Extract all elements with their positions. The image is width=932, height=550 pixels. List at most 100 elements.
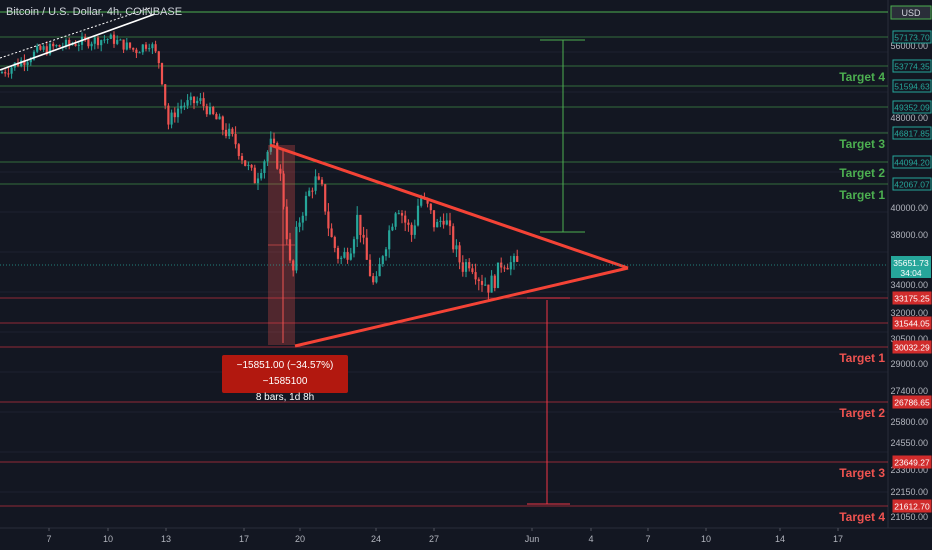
candle-body [471,268,474,273]
x-tick-label: 7 [46,534,51,544]
level-badge-text: 30032.29 [894,343,930,353]
candle-body [288,239,292,261]
candle-body [116,39,119,44]
candle-body [186,100,189,106]
candle-body [90,43,93,47]
candle-body [304,195,308,216]
candle-body [32,51,36,60]
candle-body [157,51,160,64]
target-label: Target 4 [839,510,885,524]
measurement-change: −15851.00 (−34.57%) −1585100 [236,360,334,387]
candle-body [144,44,148,49]
candle-body [132,47,135,50]
candle-body [404,215,407,223]
candles [0,31,519,301]
candle-body [276,143,279,169]
candle-body [256,178,260,184]
candle-body [141,44,144,53]
candle-body [20,60,23,67]
candle-body [42,46,45,50]
candle-body [333,237,336,248]
current-price-countdown: 34:04 [900,268,922,278]
candle-body [10,67,13,74]
candle-body [260,173,263,179]
candle-body [512,256,516,263]
candle-body [461,262,464,272]
candle-body [148,48,151,50]
level-badge-text: 49352.09 [894,103,930,113]
candle-body [253,167,256,184]
x-tick-label: 10 [701,534,711,544]
candle-body [506,267,509,270]
current-price-badge [891,256,931,278]
candle-body [192,96,196,104]
candle-body [407,222,410,225]
y-tick-label: 48000.00 [890,113,928,123]
measurement-label: −15851.00 (−34.57%) −1585100 8 bars, 1d … [222,355,348,403]
level-badge [892,30,932,44]
candle-body [7,73,10,75]
candle-body [394,213,397,227]
x-tick-label: 17 [833,534,843,544]
candle-body [439,220,442,222]
x-tick-label: 24 [371,534,381,544]
level-badge [892,291,932,305]
y-tick-label: 22150.00 [890,487,928,497]
candle-body [170,112,173,125]
candle-body [474,272,477,280]
candle-body [135,49,138,54]
candle-body [0,72,4,74]
candle-body [16,62,20,67]
candle-body [231,128,234,135]
y-tick-label: 29000.00 [890,359,928,369]
candle-body [442,220,445,225]
level-badge-text: 51594.63 [894,82,930,92]
candle-body [356,214,359,240]
triangle-lower-line [294,266,629,348]
candle-body [359,214,362,235]
y-tick-label: 34000.00 [890,280,928,290]
level-badge [892,340,932,354]
level-badge [892,79,932,93]
candle-body [272,138,276,144]
candle-body [279,168,282,174]
x-tick-label: Jun [525,534,540,544]
x-tick-label: 20 [295,534,305,544]
candle-body [503,267,506,269]
candle-body [173,112,176,118]
candle-body [215,114,218,120]
current-price-value: 35651.73 [893,258,929,268]
x-tick-label: 17 [239,534,249,544]
candle-body [189,96,192,101]
level-badge-text: 46817.85 [894,129,930,139]
x-tick-label: 7 [645,534,650,544]
target-label: Target 4 [839,70,885,84]
y-tick-label: 21050.00 [890,512,928,522]
candle-body [452,226,455,250]
candle-body [362,234,365,238]
candle-body [234,134,237,145]
candle-body [250,164,253,168]
target-label: Target 2 [839,166,885,180]
level-badge-text: 53774.35 [894,62,930,72]
candle-body [240,155,244,161]
level-badge [892,499,932,513]
target-label: Target 1 [839,188,885,202]
candle-body [493,275,496,288]
candle-body [327,211,330,229]
candle-body [397,213,400,215]
candle-body [311,190,314,192]
candle-body [426,198,429,204]
candle-body [208,106,212,115]
candle-body [212,106,215,115]
candle-body [64,39,68,47]
candle-body [308,190,311,196]
candle-body [320,179,324,185]
candle-body [122,39,125,50]
y-tick-label: 32000.00 [890,308,928,318]
candle-body [455,245,458,250]
candle-body [420,198,423,206]
candle-body [352,239,356,254]
candle-body [138,52,141,54]
